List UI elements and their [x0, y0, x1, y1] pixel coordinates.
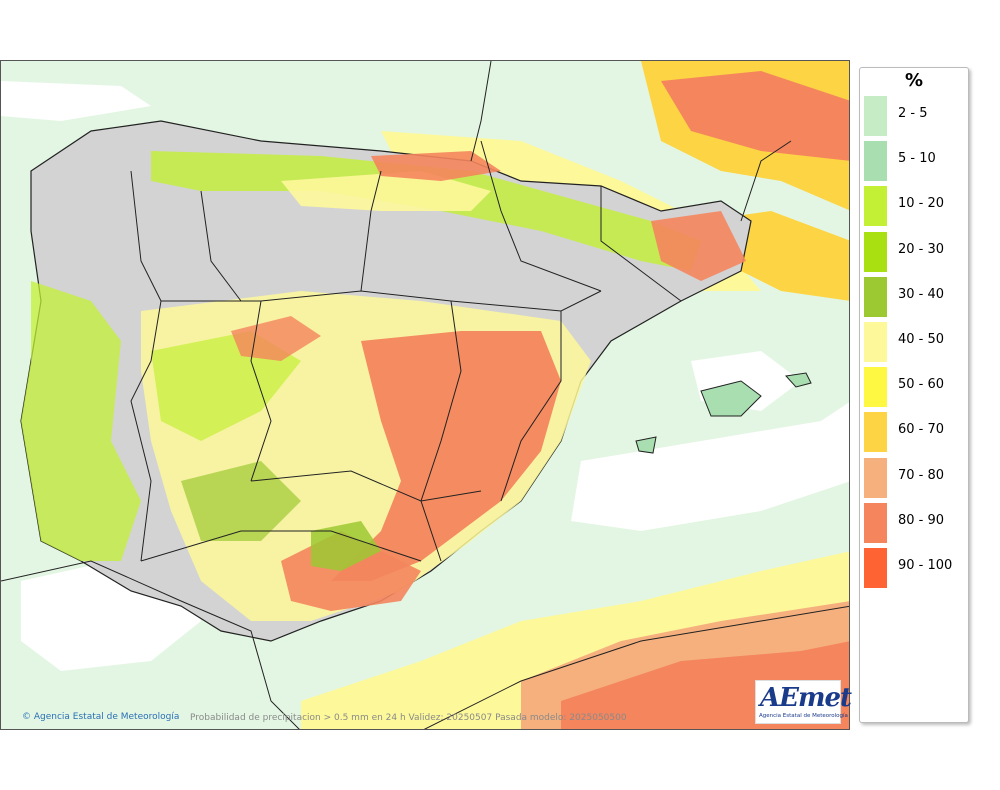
legend-swatch — [864, 548, 887, 588]
logo-text: Agencia Estatal de Meteorología — [759, 713, 848, 719]
legend-item: 10 - 20 — [864, 184, 968, 228]
legend-item: 60 - 70 — [864, 410, 968, 454]
logo-mark: AEmet — [760, 683, 852, 713]
map-caption: Probabilidad de precipitacion > 0.5 mm e… — [190, 713, 627, 723]
legend-item: 90 - 100 — [864, 546, 968, 590]
copyright-icon: © — [22, 712, 31, 722]
legend-swatch — [864, 186, 887, 227]
legend-swatch — [864, 141, 887, 182]
legend-label: 40 - 50 — [898, 332, 945, 347]
agency-name: Agencia Estatal de Meteorología — [33, 712, 180, 722]
legend-label: 80 - 90 — [898, 512, 945, 528]
balearic-islands — [635, 372, 812, 454]
legend-item: 20 - 30 — [864, 230, 968, 274]
legend-swatch — [864, 231, 887, 272]
legend-swatch — [864, 96, 887, 136]
legend-swatch — [864, 412, 887, 453]
legend-title: % — [904, 70, 924, 91]
legend-label: 30 - 40 — [898, 286, 945, 302]
mediterranean-band — [301, 551, 849, 729]
legend-label: 2 - 5 — [898, 106, 928, 121]
legend-swatch — [864, 457, 887, 498]
legend-label: 50 - 60 — [898, 377, 945, 393]
aemet-logo: AEmet Agencia Estatal de Meteorología — [755, 680, 852, 724]
legend-label: 70 - 80 — [898, 467, 945, 483]
coastlines — [1, 61, 849, 729]
footer-agency: © Agencia Estatal de Meteorología — [22, 712, 179, 722]
legend-label: 60 - 70 — [898, 422, 945, 438]
map-canvas — [1, 61, 849, 729]
precipitation-map — [0, 60, 850, 730]
legend-swatch — [864, 322, 887, 362]
legend-swatch — [864, 276, 887, 317]
legend-item: 40 - 50 — [864, 320, 968, 364]
legend: % 2 - 5 5 - 10 10 - 20 20 - 30 30 - 40 40 - 5… — [859, 67, 969, 723]
legend-item: 2 - 5 — [864, 94, 968, 138]
iberian-peninsula — [20, 120, 752, 642]
legend-item: 30 - 40 — [864, 275, 968, 319]
legend-swatch — [864, 502, 887, 543]
legend-label: 90 - 100 — [898, 558, 953, 573]
legend-label: 10 - 20 — [898, 196, 945, 212]
legend-label: 5 - 10 — [898, 151, 936, 167]
legend-item: 70 - 80 — [864, 456, 968, 500]
legend-label: 20 - 30 — [898, 241, 945, 257]
legend-item: 50 - 60 — [864, 365, 968, 409]
legend-swatch — [864, 367, 887, 408]
legend-item: 80 - 90 — [864, 501, 968, 545]
legend-item: 5 - 10 — [864, 139, 968, 183]
administrative-borders — [130, 140, 682, 562]
